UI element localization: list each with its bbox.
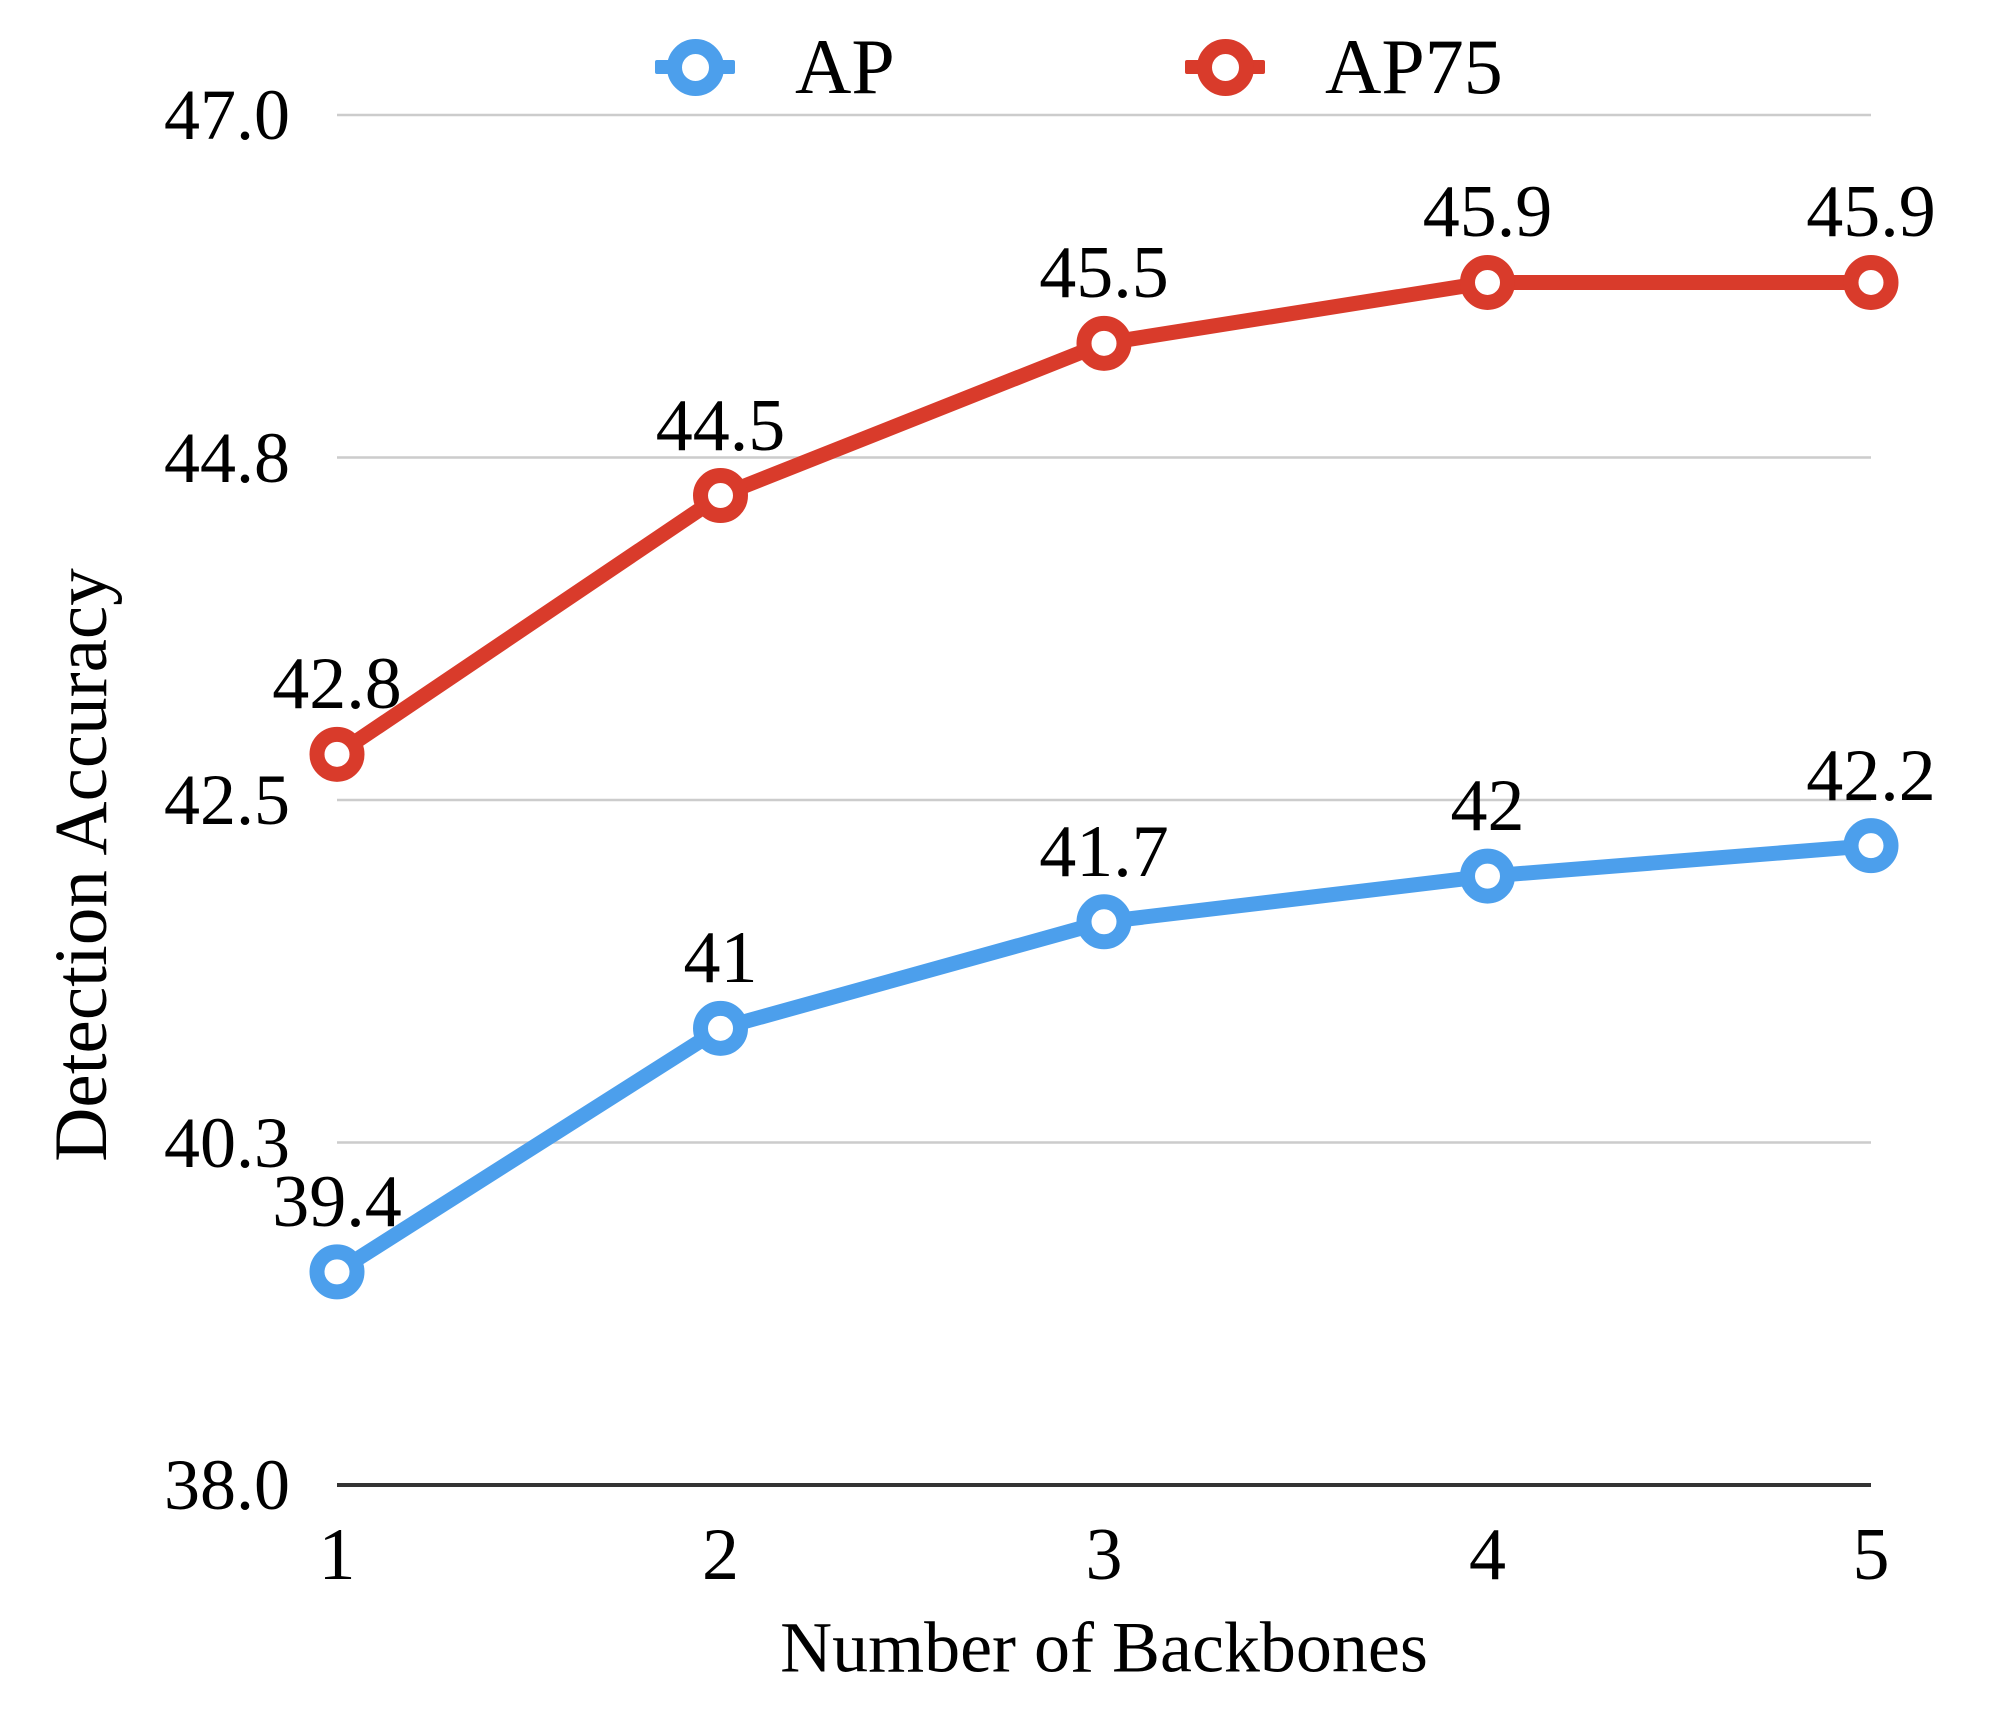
y-tick-label: 42.5 [164, 760, 290, 840]
ap75-series-marker-icon [1185, 37, 1265, 97]
y-tick-label: 38.0 [164, 1445, 290, 1525]
x-tick-label: 2 [702, 1514, 739, 1596]
data-point-marker-AP75 [1076, 315, 1132, 371]
y-tick-label: 47.0 [164, 75, 290, 155]
data-point-marker-AP [693, 1000, 748, 1056]
legend-label-ap: AP [795, 23, 895, 110]
data-label-AP75: 45.9 [1422, 171, 1553, 254]
data-point-marker-AP75 [693, 468, 748, 524]
x-tick-label: 4 [1469, 1514, 1506, 1596]
data-point-marker-AP75 [1460, 254, 1515, 310]
data-label-AP: 41 [683, 917, 758, 1000]
data-point-marker-AP [1843, 818, 1899, 874]
data-label-AP: 41.7 [1039, 810, 1169, 893]
data-label-AP: 42 [1450, 765, 1525, 848]
data-label-AP: 39.4 [272, 1160, 402, 1243]
data-point-marker-AP75 [309, 726, 365, 782]
legend-item-ap75: AP75 [1185, 12, 1503, 122]
x-tick-label: 5 [1852, 1514, 1890, 1596]
x-axis-title: Number of Backbones [780, 1607, 1428, 1688]
y-tick-label: 44.8 [164, 417, 290, 498]
y-tick-label: 40.3 [164, 1102, 290, 1183]
legend-label-ap75: AP75 [1325, 23, 1503, 110]
data-label-AP75: 44.5 [655, 384, 786, 467]
data-point-marker-AP [1076, 894, 1132, 950]
legend-item-ap: AP [655, 12, 895, 122]
x-tick-label: 1 [318, 1514, 356, 1596]
data-label-AP75: 42.8 [272, 643, 402, 726]
ap-series-marker-icon [655, 37, 735, 97]
data-point-marker-AP [1460, 848, 1515, 904]
data-label-AP75: 45.9 [1806, 171, 1936, 254]
data-label-AP75: 45.5 [1039, 232, 1169, 315]
data-label-AP: 42.2 [1806, 734, 1936, 817]
x-tick-label: 3 [1085, 1514, 1123, 1596]
data-point-marker-AP [309, 1244, 365, 1300]
data-point-marker-AP75 [1843, 254, 1899, 310]
